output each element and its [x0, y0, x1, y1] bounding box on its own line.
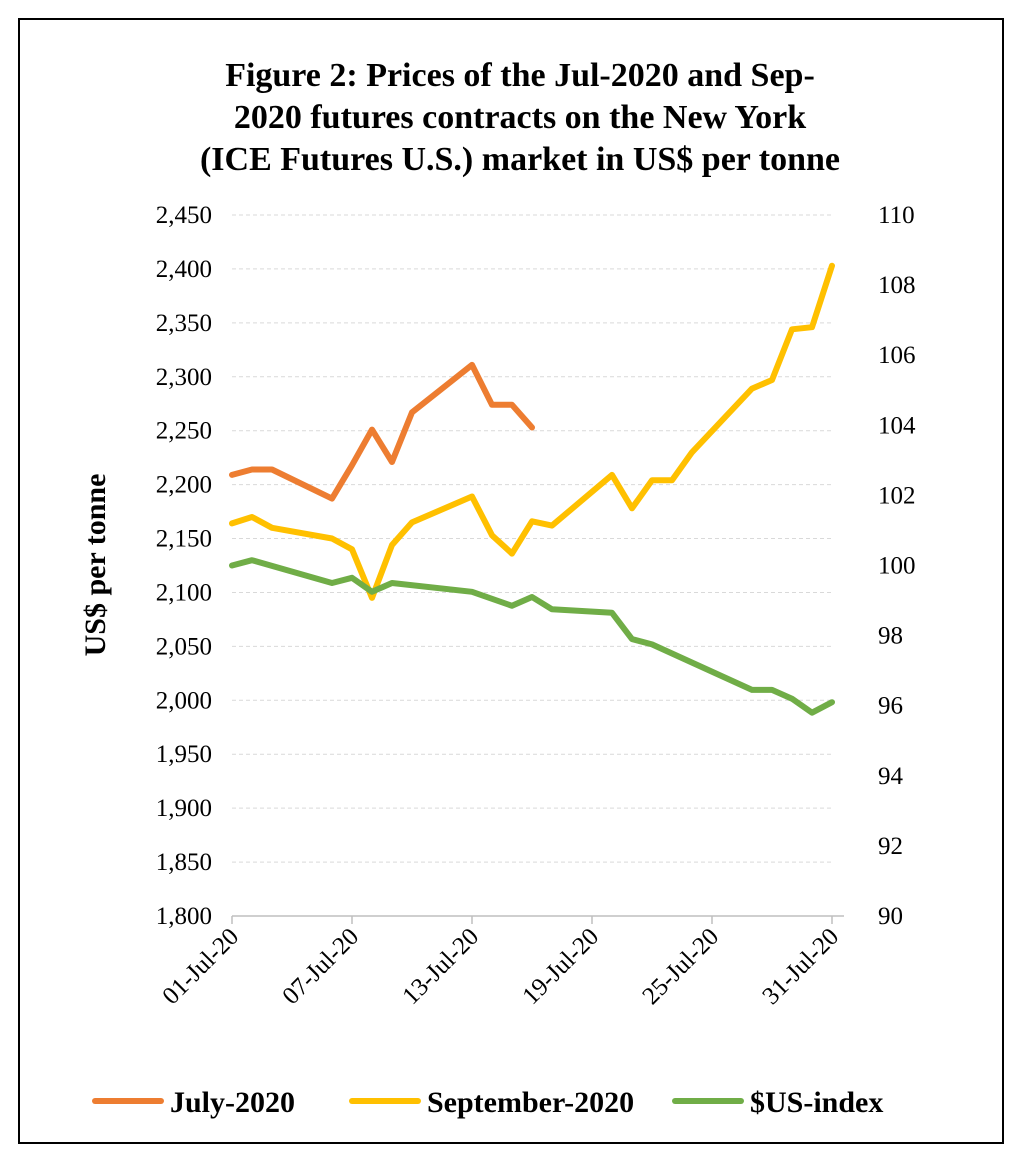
y2-tick-label: 100 [878, 553, 916, 580]
y-tick-label: 1,950 [156, 741, 212, 768]
legend-label: July-2020 [170, 1086, 295, 1119]
y-tick-label: 2,350 [156, 310, 212, 337]
x-tick-label: 31-Jul-20 [757, 923, 844, 1010]
y-tick-label: 2,150 [156, 526, 212, 553]
series-line-september-2020 [229, 262, 835, 601]
legend: July-2020 September-2020 $US-index [92, 1086, 883, 1119]
series-line-us-index [229, 557, 835, 716]
y2-tick-label: 92 [878, 833, 903, 860]
y-tick-label: 2,450 [156, 202, 212, 229]
y2-axis-ticks: 90 92 94 96 98 100 102 104 106 108 110 [878, 202, 916, 930]
y2-tick-label: 96 [878, 693, 903, 720]
legend-label: September-2020 [427, 1086, 634, 1119]
y-tick-label: 2,000 [156, 687, 212, 714]
y-tick-label: 2,100 [156, 579, 212, 606]
y-tick-label: 2,250 [156, 418, 212, 445]
x-tick-label: 19-Jul-20 [517, 923, 604, 1010]
chart-title: Figure 2: Prices of the Jul-2020 and Sep… [200, 57, 840, 178]
y2-tick-label: 110 [878, 202, 915, 229]
y-tick-label: 1,850 [156, 849, 212, 876]
series-line-july-2020 [229, 361, 535, 502]
y-tick-label: 1,900 [156, 795, 212, 822]
x-tick-label: 01-Jul-20 [157, 923, 244, 1010]
y-tick-label: 1,800 [156, 903, 212, 930]
y2-tick-label: 104 [878, 412, 916, 439]
series-lines [229, 262, 835, 716]
chart-title-line-1: Figure 2: Prices of the Jul-2020 and Sep… [225, 57, 815, 94]
y-tick-label: 2,400 [156, 256, 212, 283]
y2-tick-label: 106 [878, 342, 916, 369]
y2-tick-label: 102 [878, 482, 916, 509]
chart-frame [18, 18, 1004, 1144]
y2-tick-label: 98 [878, 623, 903, 650]
y-tick-label: 2,200 [156, 472, 212, 499]
legend-label: $US-index [750, 1086, 883, 1119]
y-tick-label: 2,300 [156, 364, 212, 391]
y-axis-label: US$ per tonne [79, 474, 112, 657]
x-tick-label: 13-Jul-20 [397, 923, 484, 1010]
chart-title-line-3: (ICE Futures U.S.) market in US$ per ton… [200, 141, 840, 178]
y2-tick-label: 108 [878, 272, 916, 299]
x-tick-label: 25-Jul-20 [637, 923, 724, 1010]
x-tick-label: 07-Jul-20 [277, 923, 364, 1010]
axes [231, 915, 844, 924]
y2-tick-label: 94 [878, 763, 904, 790]
chart-title-line-2: 2020 futures contracts on the New York [234, 99, 806, 136]
y-axis-ticks: 1,800 1,850 1,900 1,950 2,000 2,050 2,100 2,150… [156, 202, 212, 930]
x-axis-ticks: 01-Jul-20 07-Jul-20 13-Jul-20 19-Jul-20 25-J… [157, 923, 844, 1010]
y2-tick-label: 90 [878, 903, 903, 930]
y-tick-label: 2,050 [156, 633, 212, 660]
